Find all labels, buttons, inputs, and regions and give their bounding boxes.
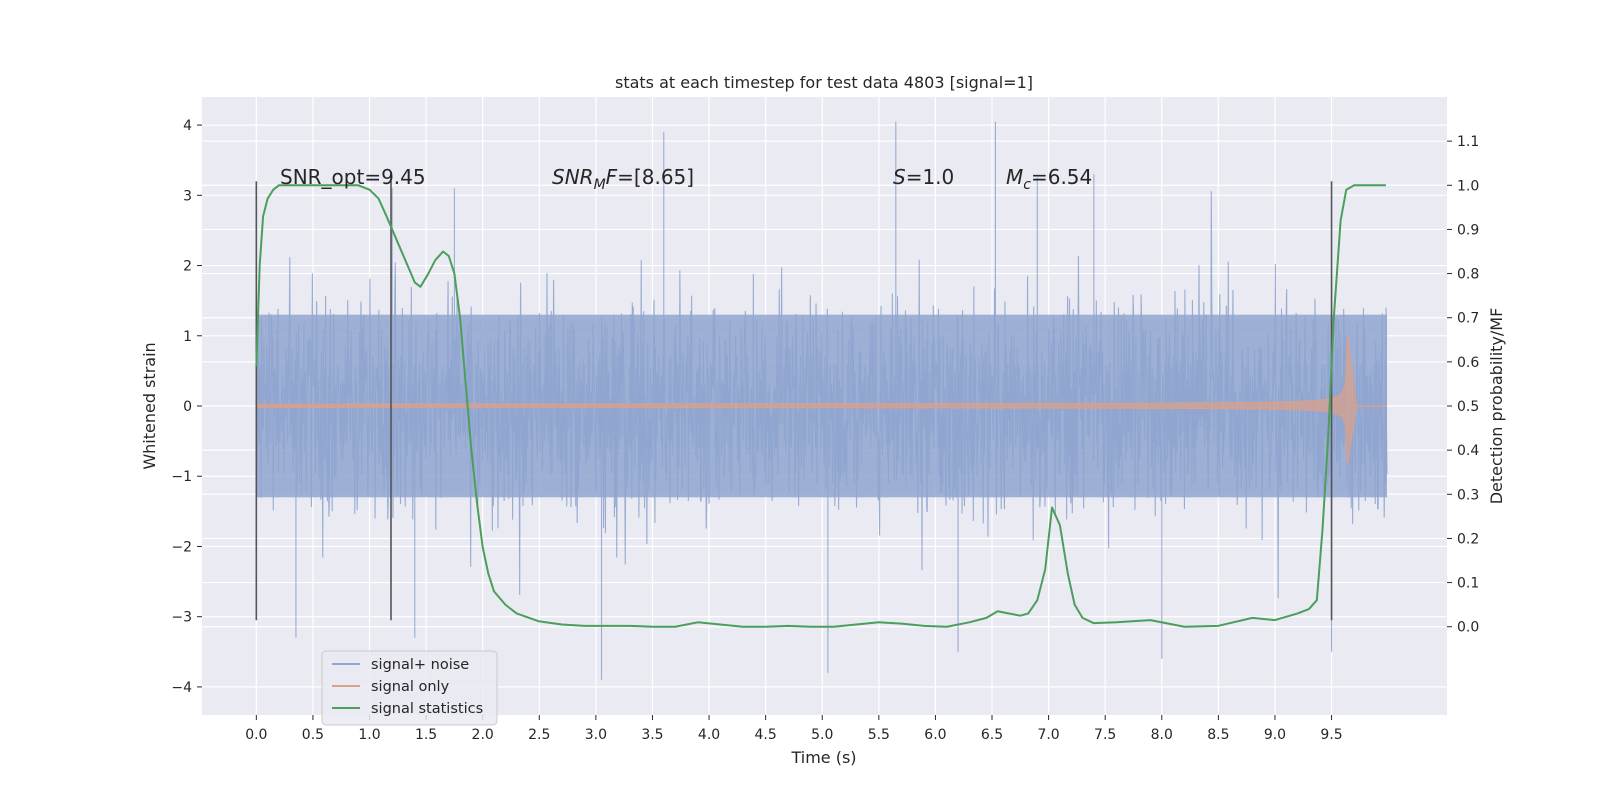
y-right-tick-label-5: 0.6 <box>1457 355 1479 371</box>
annotation-snr-mf-sub: M <box>594 177 606 193</box>
annotation-snr-mf-main2: F <box>606 165 618 189</box>
chart-title: stats at each timestep for test data 480… <box>615 73 1033 92</box>
signal-only-envelope <box>255 334 1357 465</box>
x-tick-label-1: 0.5 <box>302 727 324 743</box>
annotation-snr-mf: SNRMF=[8.65] <box>552 165 694 193</box>
x-tick-label-6: 3.0 <box>585 727 607 743</box>
y-left-tick-label-2: 2 <box>183 259 192 275</box>
x-tick-label-16: 8.0 <box>1151 727 1173 743</box>
y-right-tick-label-3: 0.8 <box>1457 267 1479 283</box>
annotation-s: S=1.0 <box>893 165 954 189</box>
x-tick-label-17: 8.5 <box>1207 727 1229 743</box>
y-right-tick-label-0: 1.1 <box>1457 134 1479 150</box>
legend-label-signal-statistics: signal statistics <box>371 701 483 717</box>
annotation-snr-mf-main: SNR <box>552 165 594 189</box>
x-tick-label-3: 1.5 <box>415 727 437 743</box>
x-tick-label-12: 6.0 <box>924 727 946 743</box>
x-tick-label-2: 1.0 <box>358 727 380 743</box>
x-tick-label-18: 9.0 <box>1264 727 1286 743</box>
x-tick-label-19: 9.5 <box>1320 727 1342 743</box>
y-left-axis-label: Whitened strain <box>140 342 159 469</box>
annotation-mc-main: M <box>1006 165 1023 189</box>
y-right-tick-label-6: 0.5 <box>1457 399 1479 415</box>
x-tick-label-14: 7.0 <box>1037 727 1059 743</box>
legend-box <box>321 650 498 726</box>
y-left-tick-label-3: 1 <box>183 329 192 345</box>
vertical-markers <box>255 181 1333 621</box>
y-left-tick-label-6: −2 <box>171 539 192 555</box>
x-tick-label-8: 4.0 <box>698 727 720 743</box>
annotation-snr-mf-value: =[8.65] <box>617 165 694 189</box>
y-right-tick-label-2: 0.9 <box>1457 222 1479 238</box>
y-right-axis-label: Detection probability/MF <box>1487 308 1506 505</box>
x-axis-ticks: 0.0 0.5 1.0 1.5 2.0 2.5 3.0 3.5 4.0 4.5 5.0 5.5 6.0 6… <box>245 715 1343 743</box>
legend-label-signal-plus-noise: signal+ noise <box>371 657 469 673</box>
annotations: SNR_opt=9.45 SNRMF=[8.65] S=1.0 Mc=6.54 <box>280 165 1092 193</box>
signal-statistics-line <box>255 184 1386 628</box>
y-right-axis-ticks: 1.1 1.0 0.9 0.8 0.7 0.6 0.5 0.4 0.3 0.2 0.1 0.0 <box>1447 134 1479 636</box>
y-right-tick-label-4: 0.7 <box>1457 311 1479 327</box>
annotation-mc-sub: c <box>1023 177 1031 193</box>
y-left-tick-label-4: 0 <box>183 399 192 415</box>
x-axis-label: Time (s) <box>790 748 856 767</box>
annotation-snr-opt: SNR_opt=9.45 <box>280 165 426 189</box>
annotation-s-main: S <box>893 165 906 189</box>
annotation-mc-value: =6.54 <box>1031 165 1092 189</box>
annotation-mc: Mc=6.54 <box>1006 165 1092 193</box>
x-tick-label-11: 5.5 <box>868 727 890 743</box>
y-right-tick-label-7: 0.4 <box>1457 443 1479 459</box>
legend: signal+ noise signal only signal statist… <box>321 650 498 726</box>
x-tick-label-5: 2.5 <box>528 727 550 743</box>
series-signal-statistics <box>255 184 1386 628</box>
y-left-tick-label-1: 3 <box>183 188 192 204</box>
y-right-tick-label-1: 1.0 <box>1457 178 1479 194</box>
x-tick-label-15: 7.5 <box>1094 727 1116 743</box>
series-signal-only <box>255 334 1388 465</box>
y-left-tick-label-0: 4 <box>183 118 192 134</box>
y-left-tick-label-5: −1 <box>171 469 192 485</box>
x-tick-label-0: 0.0 <box>245 727 267 743</box>
y-right-tick-label-9: 0.2 <box>1457 531 1479 547</box>
y-right-tick-label-10: 0.1 <box>1457 576 1479 592</box>
x-tick-label-9: 4.5 <box>755 727 777 743</box>
y-left-axis-ticks: 4 3 2 1 0 −1 −2 −3 −4 <box>171 118 202 696</box>
x-tick-label-7: 3.5 <box>641 727 663 743</box>
y-left-tick-label-7: −3 <box>171 610 192 626</box>
y-right-tick-label-11: 0.0 <box>1457 620 1479 636</box>
y-left-tick-label-8: −4 <box>171 680 192 696</box>
annotation-s-value: =1.0 <box>906 165 955 189</box>
y-right-tick-label-8: 0.3 <box>1457 487 1479 503</box>
legend-label-signal-only: signal only <box>371 679 450 695</box>
x-tick-label-4: 2.0 <box>472 727 494 743</box>
x-tick-label-10: 5.0 <box>811 727 833 743</box>
x-tick-label-13: 6.5 <box>981 727 1003 743</box>
